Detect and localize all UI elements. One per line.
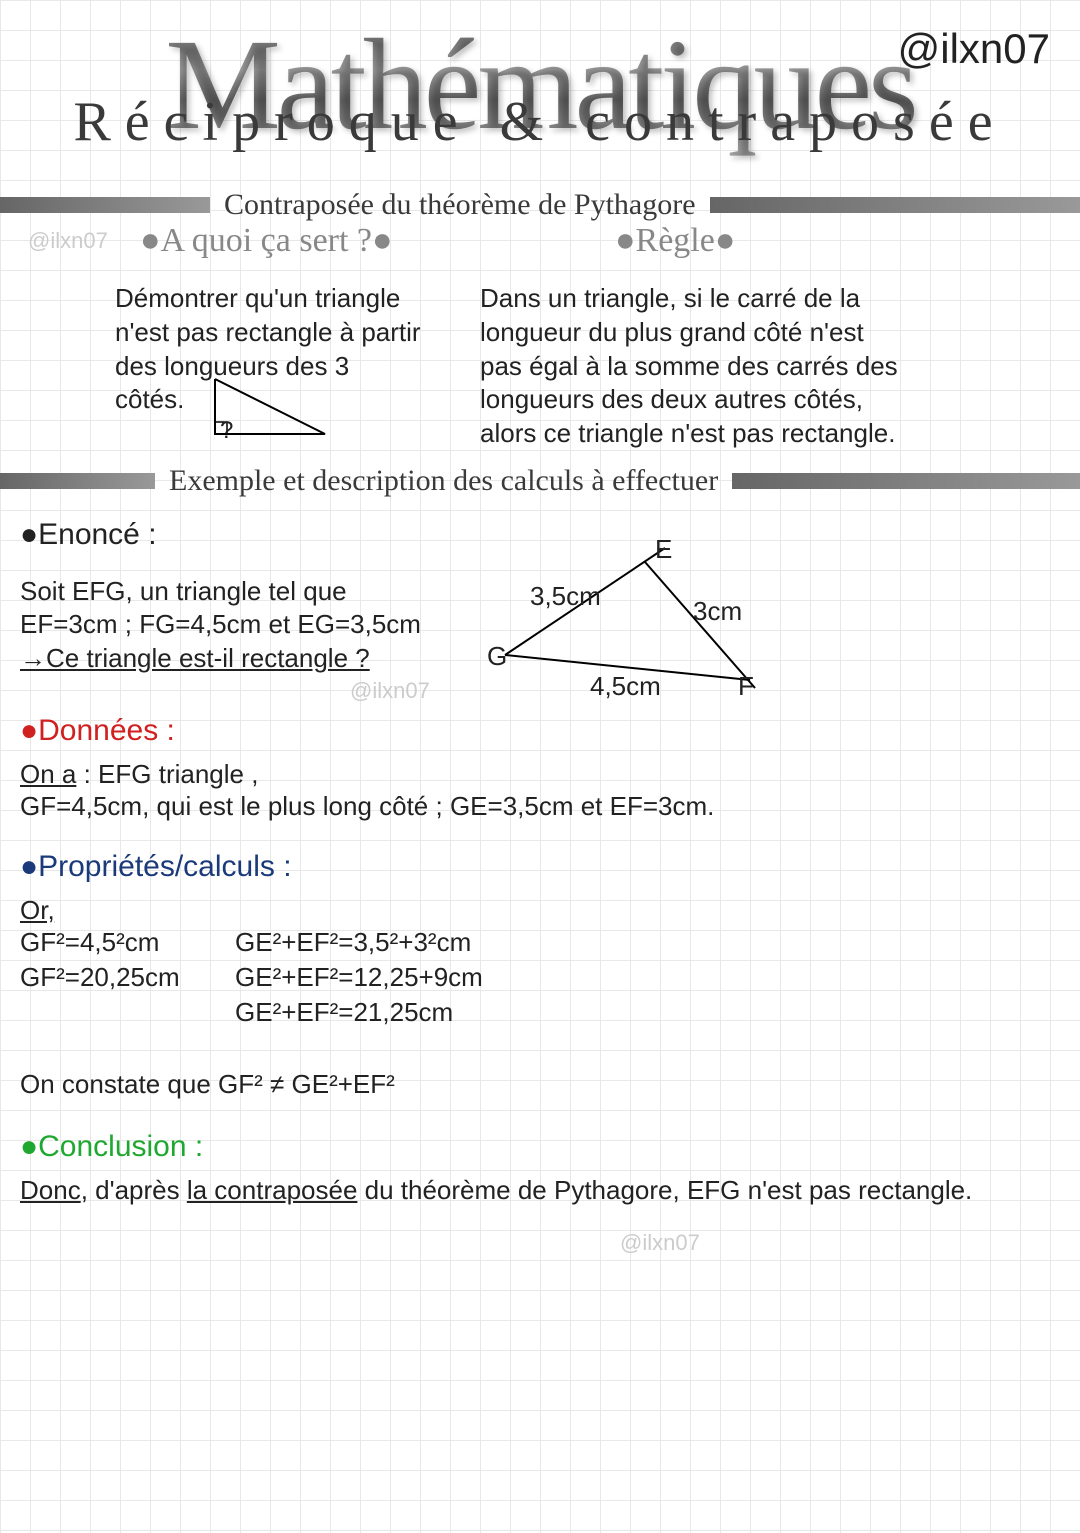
bar-left-2 — [0, 473, 155, 489]
watermark-3: @ilxn07 — [620, 1230, 700, 1256]
concl-donc: Donc — [20, 1175, 81, 1205]
donnees-line1: On a : EFG triangle , — [20, 758, 258, 792]
bar-right-2 — [732, 473, 1080, 489]
label-3-5cm: 3,5cm — [530, 580, 601, 614]
enonce-line1: Soit EFG, un triangle tel que — [20, 575, 347, 609]
triangle-q-mark: ? — [220, 415, 233, 446]
heading-regle: ●Règle● — [615, 222, 735, 260]
conclusion-text: Donc, d'après la contraposée du théorème… — [20, 1174, 972, 1208]
section-bar-2: Exemple et description des calculs à eff… — [0, 472, 1080, 490]
page-subtitle: Réciproque & contraposée — [73, 90, 1006, 154]
calc-col-right: GE²+EF²=3,5²+3²cm GE²+EF²=12,25+9cm GE²+… — [235, 925, 483, 1030]
calc-gf2: GF²=20,25cm — [20, 960, 180, 995]
heading-a-quoi: ●A quoi ça sert ?● — [140, 222, 393, 260]
handle-top: @ilxn07 — [898, 25, 1050, 73]
section2-label: Exemple et description des calculs à eff… — [155, 464, 732, 498]
section-bar-1: Contraposée du théorème de Pythagore — [0, 196, 1080, 214]
bar-right-1 — [710, 197, 1080, 213]
donnees-rest1: : EFG triangle , — [76, 759, 258, 789]
watermark-1: @ilxn07 — [28, 228, 108, 254]
heading-donnees: ●Données : — [20, 714, 175, 748]
prop-constat: On constate que GF² ≠ GE²+EF² — [20, 1068, 395, 1102]
calc-ge3: GE²+EF²=21,25cm — [235, 995, 483, 1030]
donnees-line2: GF=4,5cm, qui est le plus long côté ; GE… — [20, 790, 714, 824]
section1-label: Contraposée du théorème de Pythagore — [210, 188, 710, 222]
calc-col-left: GF²=4,5²cm GF²=20,25cm — [20, 925, 180, 995]
enonce-question: →Ce triangle est-il rectangle ? — [20, 642, 370, 676]
label-F: F — [738, 670, 754, 704]
donnees-on-a: On a — [20, 759, 76, 789]
bar-left-1 — [0, 197, 210, 213]
calc-gf1: GF²=4,5²cm — [20, 925, 180, 960]
heading-enonce: ●Enoncé : — [20, 518, 157, 552]
watermark-2: @ilxn07 — [350, 678, 430, 704]
calc-ge2: GE²+EF²=12,25+9cm — [235, 960, 483, 995]
prop-or: Or, — [20, 894, 55, 928]
label-G: G — [487, 640, 507, 674]
label-E: E — [655, 533, 672, 567]
enonce-line2: EF=3cm ; FG=4,5cm et EG=3,5cm — [20, 608, 421, 642]
concl-contraposee: la contraposée — [187, 1175, 358, 1205]
concl-p2: , d'après — [81, 1175, 187, 1205]
calc-ge1: GE²+EF²=3,5²+3²cm — [235, 925, 483, 960]
label-4-5cm: 4,5cm — [590, 670, 661, 704]
text-regle: Dans un triangle, si le carré de la long… — [480, 282, 910, 451]
concl-p4: du théorème de Pythagore, EFG n'est pas … — [357, 1175, 972, 1205]
heading-proprietes: ●Propriétés/calculs : — [20, 850, 292, 884]
heading-conclusion: ●Conclusion : — [20, 1130, 203, 1164]
label-3cm: 3cm — [693, 595, 742, 629]
